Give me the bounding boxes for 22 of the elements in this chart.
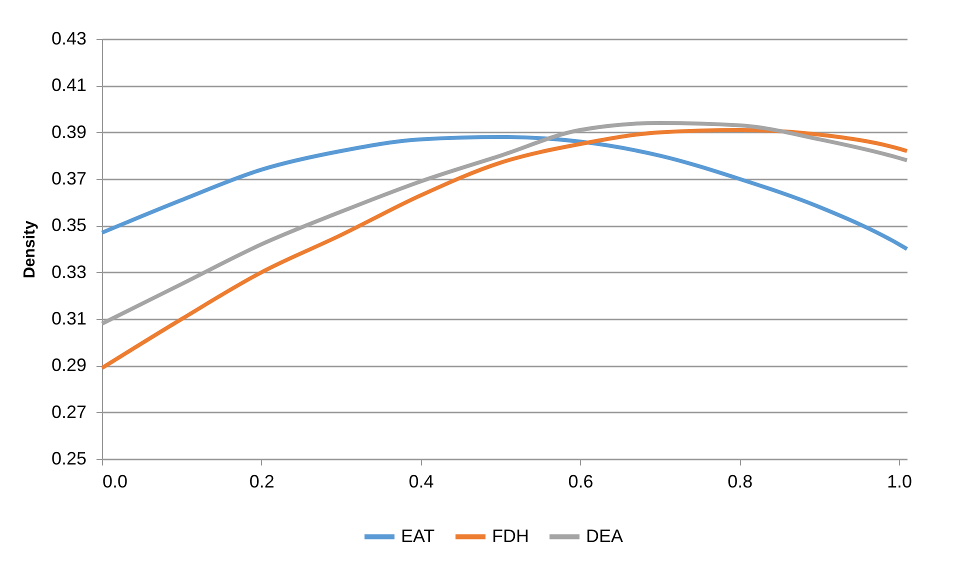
x-tick-label: 0.4 bbox=[408, 472, 434, 492]
y-tick-label: 0.29 bbox=[51, 355, 86, 376]
x-tick-label: 1.0 bbox=[887, 472, 912, 492]
x-tick-label: 0.0 bbox=[102, 472, 128, 492]
line-series bbox=[100, 135, 909, 251]
legend-label: DEA bbox=[586, 526, 624, 546]
y-tick-label: 0.39 bbox=[51, 122, 86, 142]
legend-label: EAT bbox=[401, 526, 435, 546]
y-tick-label: 0.37 bbox=[51, 168, 86, 188]
y-axis-title: Density bbox=[21, 220, 38, 278]
x-tick-label: 0.2 bbox=[249, 472, 274, 492]
y-tick-label: 0.35 bbox=[51, 215, 86, 236]
y-tick-label: 0.41 bbox=[51, 75, 86, 96]
y-tick-label: 0.43 bbox=[51, 28, 86, 48]
y-tick-label: 0.27 bbox=[51, 402, 86, 422]
y-tick-label: 0.31 bbox=[51, 308, 86, 328]
y-tick-label: 0.33 bbox=[51, 262, 86, 282]
legend-label: FDH bbox=[492, 526, 529, 546]
line-series bbox=[100, 128, 909, 370]
y-tick-label: 0.25 bbox=[51, 448, 86, 468]
x-tick-label: 0.6 bbox=[568, 472, 594, 492]
x-tick-label: 0.8 bbox=[728, 472, 753, 492]
